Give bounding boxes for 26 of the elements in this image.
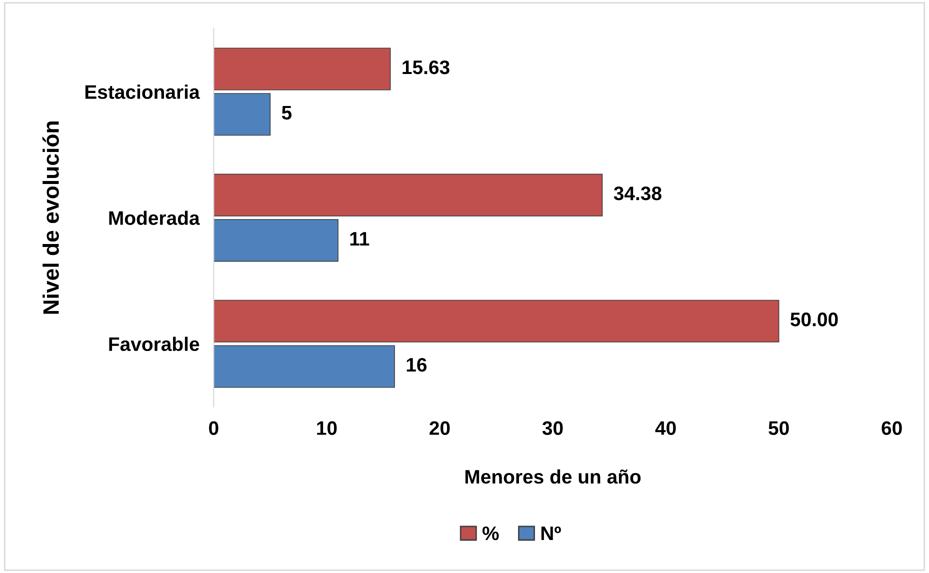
legend-label: Nº <box>541 526 561 540</box>
x-tick-label: 40 <box>655 421 676 435</box>
data-label: 16 <box>406 358 427 372</box>
x-tick-label: 30 <box>542 421 563 436</box>
bar <box>214 48 391 90</box>
data-label: 5 <box>282 106 292 120</box>
bar <box>214 300 780 342</box>
data-label: 15.63 <box>402 60 450 74</box>
data-label: 34.38 <box>614 186 662 200</box>
bar <box>214 219 338 262</box>
data-label: 50.00 <box>790 312 838 326</box>
y-tick-label: Estacionaria <box>85 84 200 99</box>
x-tick-label: 10 <box>317 421 337 435</box>
y-tick-label: Moderada <box>109 210 200 225</box>
x-tick-label: 60 <box>882 421 902 435</box>
bar <box>214 345 395 388</box>
x-tick-label: 0 <box>209 421 218 435</box>
x-tick-label: 20 <box>430 421 450 435</box>
x-tick-label: 50 <box>768 421 789 435</box>
y-tick-label: Favorable <box>109 336 200 352</box>
legend-label: % <box>482 526 499 540</box>
bar <box>214 174 603 216</box>
data-label: 11 <box>350 232 370 246</box>
x-axis-title: Menores de un año <box>465 469 641 484</box>
y-axis-title: Nivel de evolución <box>42 122 59 314</box>
bar <box>214 93 271 136</box>
